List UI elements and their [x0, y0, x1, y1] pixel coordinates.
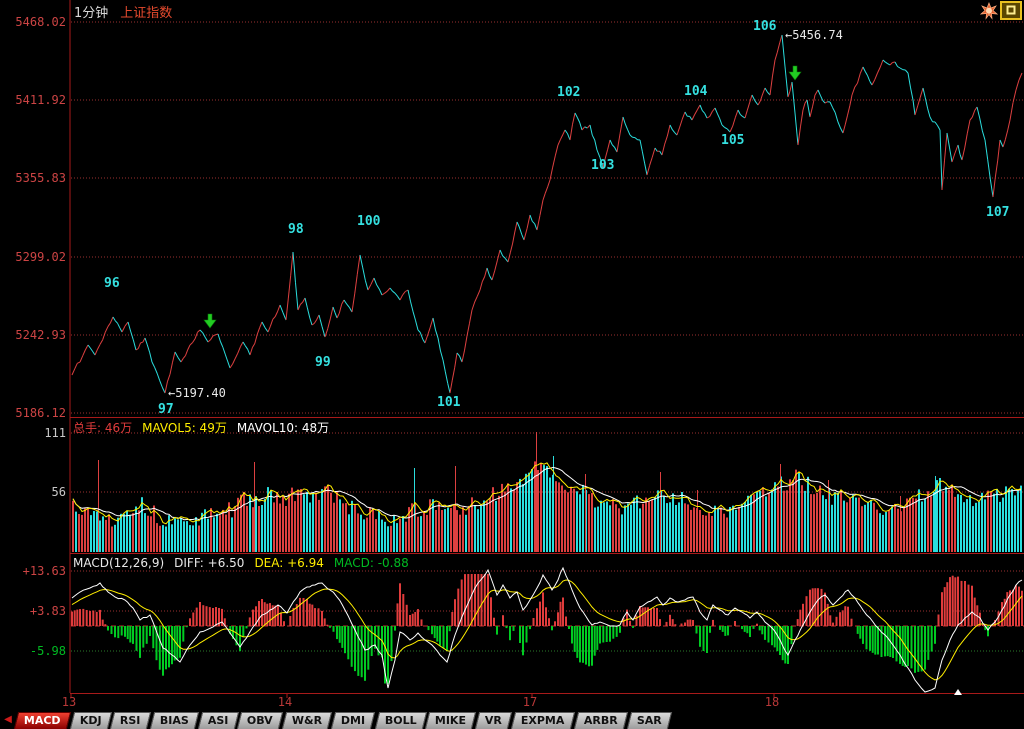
wave-label-105: 105	[721, 133, 744, 148]
macd-axis-label: +13.63	[22, 564, 66, 578]
wave-label-104: 104	[684, 84, 708, 99]
volume-axis-label: 56	[51, 485, 66, 499]
wave-label-103: 103	[591, 158, 614, 173]
price-callout: ←5456.74	[785, 28, 843, 42]
wave-label-97: 97	[158, 402, 174, 417]
tab-boll[interactable]: BOLL	[374, 711, 427, 729]
sun-icon[interactable]	[979, 1, 999, 24]
volume-ma5-line	[72, 462, 1022, 525]
maximize-icon[interactable]	[1000, 1, 1022, 24]
tab-label: ASI	[207, 713, 229, 727]
volume-header-item: 总手: 46万	[73, 421, 133, 435]
tab-label: SAR	[636, 713, 662, 727]
down-arrow-icon	[203, 313, 217, 329]
x-axis-labels: 13 14 17 18	[0, 695, 1024, 711]
price-axis-label: 5299.02	[15, 250, 66, 264]
wave-label-101: 101	[437, 395, 461, 410]
macd-panel-header: MACD(12,26,9) DIFF: +6.50 DEA: +6.94 MACD: …	[73, 556, 419, 570]
tab-asi[interactable]: ASI	[197, 711, 239, 729]
tab-bias[interactable]: BIAS	[149, 711, 199, 729]
tab-dmi[interactable]: DMI	[331, 711, 376, 729]
macd-header-item: MACD(12,26,9)	[73, 556, 165, 570]
wave-label-98: 98	[288, 222, 304, 237]
panel-borders	[69, 0, 1024, 694]
wave-label-99: 99	[315, 355, 331, 370]
wave-label-100: 100	[357, 214, 381, 229]
tab-label: VR	[485, 713, 503, 727]
volume-bars	[72, 432, 1022, 552]
tab-arbr[interactable]: ARBR	[573, 711, 628, 729]
volume-ma10-line	[72, 466, 1022, 521]
tab-wandr[interactable]: W&R	[282, 711, 333, 729]
tab-macd[interactable]: MACD	[13, 711, 71, 729]
macd-header-item: DIFF: +6.50	[174, 556, 245, 570]
tab-label: BOLL	[384, 713, 417, 727]
tab-expma[interactable]: EXPMA	[511, 711, 576, 729]
tab-label: MIKE	[435, 713, 467, 727]
price-axis-label: 5411.92	[15, 93, 66, 107]
tab-label: ARBR	[583, 713, 618, 727]
down-arrow-icon	[788, 65, 802, 81]
tab-rsi[interactable]: RSI	[110, 711, 152, 729]
axis-ticks	[70, 689, 962, 698]
x-axis-label-13: 13	[61, 695, 77, 709]
volume-header-item: MAVOL10: 48万	[236, 421, 330, 435]
macd-diff-line	[71, 566, 1023, 693]
tab-vr[interactable]: VR	[475, 711, 513, 729]
cursor-marker-icon	[954, 689, 962, 695]
macd-axis-label: -5.98	[29, 644, 66, 658]
tab-obv[interactable]: OBV	[237, 711, 284, 729]
window-controls	[979, 1, 1022, 24]
volume-header-item: MAVOL5: 49万	[142, 421, 227, 435]
price-annotations: 96 97 98 99 100 101 102 103 104 105 106 107 ←5197.40…	[104, 19, 1009, 417]
symbol-name-label: 上证指数	[120, 6, 173, 21]
macd-axis-label: +3.83	[29, 604, 66, 618]
chart-header: 1分钟 上证指数	[74, 2, 172, 21]
macd-header-item: DEA: +6.94	[254, 556, 324, 570]
volume-panel-header: 总手: 46万 MAVOL5: 49万 MAVOL10: 48万	[73, 419, 339, 436]
indicator-tab-bar: ◀ MACD KDJ RSI BIAS ASI OBV W&R DMI BOLL MIKE VR EX…	[0, 711, 1024, 729]
wave-label-107: 107	[986, 205, 1009, 220]
tab-label: OBV	[247, 713, 274, 727]
wave-label-102: 102	[557, 85, 580, 100]
tab-label: W&R	[292, 713, 323, 727]
price-line	[71, 34, 1023, 394]
tab-label: RSI	[120, 713, 141, 727]
chart-period-label: 1分钟	[74, 6, 109, 21]
volume-axis-label: 111	[44, 426, 66, 440]
tab-kdj[interactable]: KDJ	[69, 711, 112, 729]
macd-histogram	[71, 574, 1023, 684]
tab-label: EXPMA	[521, 713, 565, 727]
price-axis-label: 5468.02	[15, 15, 66, 29]
wave-label-96: 96	[104, 276, 120, 291]
tab-label: BIAS	[159, 713, 189, 727]
gridlines	[71, 21, 1024, 652]
tab-label: DMI	[341, 713, 366, 727]
wave-label-106: 106	[753, 19, 777, 34]
x-axis-label-18: 18	[764, 695, 780, 709]
tab-mike[interactable]: MIKE	[425, 711, 477, 729]
price-axis-label: 5242.93	[15, 328, 66, 342]
x-axis-label-14: 14	[277, 695, 293, 709]
tab-scroll-left-icon[interactable]: ◀	[4, 714, 12, 725]
macd-header-item: MACD: -0.88	[333, 556, 409, 570]
x-axis-label-17: 17	[522, 695, 538, 709]
tab-label: KDJ	[79, 713, 102, 727]
tab-sar[interactable]: SAR	[626, 711, 672, 729]
price-axis-label: 5355.83	[15, 171, 66, 185]
price-axis-label: 5186.12	[15, 406, 66, 420]
price-callout: ←5197.40	[168, 386, 226, 400]
tab-label: MACD	[23, 713, 61, 727]
